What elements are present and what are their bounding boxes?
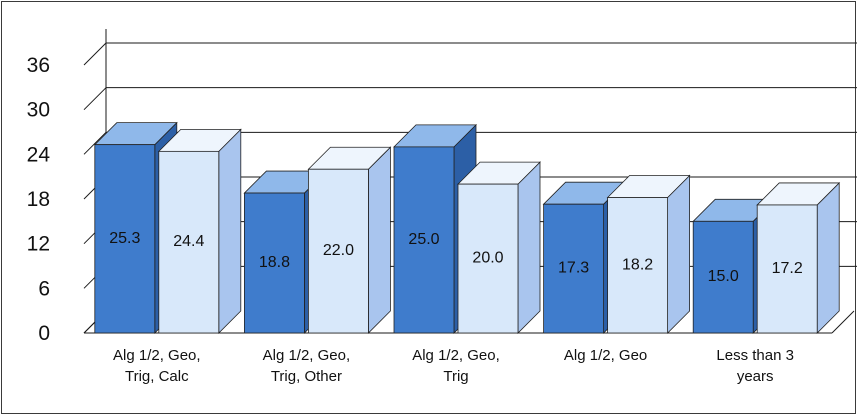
y-tick bbox=[83, 131, 107, 155]
bar-series1-3 bbox=[543, 203, 604, 334]
data-label: 24.4 bbox=[173, 233, 204, 250]
x-category-label: Trig bbox=[443, 368, 468, 385]
bar-side bbox=[667, 174, 690, 334]
data-label: 17.2 bbox=[772, 260, 803, 277]
data-label: 17.3 bbox=[558, 260, 589, 277]
bar-series2-0 bbox=[158, 150, 220, 334]
floor-right-edge bbox=[831, 310, 855, 334]
bar-side bbox=[517, 161, 541, 334]
bar-series1-4 bbox=[692, 220, 754, 334]
bars-layer bbox=[93, 121, 841, 334]
x-category-label: Alg 1/2, Geo, bbox=[113, 347, 201, 364]
x-category-label: Alg 1/2, Geo, bbox=[412, 347, 500, 364]
y-tick-label: 0 bbox=[38, 322, 50, 345]
y-tick-label: 6 bbox=[38, 277, 50, 300]
y-tick-label: 30 bbox=[27, 99, 50, 122]
y-tick-label: 18 bbox=[27, 188, 50, 211]
x-category-label: years bbox=[737, 368, 774, 385]
y-tick-label: 12 bbox=[27, 233, 50, 256]
bar-series2-2 bbox=[457, 183, 519, 334]
x-category-label: Less than 3 bbox=[716, 347, 794, 364]
x-category-label: Alg 1/2, Geo, bbox=[263, 347, 351, 364]
bar-series2-4 bbox=[756, 204, 818, 334]
bar-side bbox=[816, 181, 840, 334]
bar-series2-3 bbox=[607, 197, 668, 334]
y-tick-label: 36 bbox=[27, 54, 50, 77]
bar-series1-1 bbox=[243, 192, 305, 334]
bar-side bbox=[367, 146, 391, 334]
bar-side bbox=[218, 128, 242, 334]
y-tick-label: 24 bbox=[27, 143, 51, 166]
data-label: 22.0 bbox=[323, 242, 354, 259]
x-category-label: Trig, Calc bbox=[125, 368, 189, 385]
data-label: 25.0 bbox=[408, 231, 439, 248]
data-label: 15.0 bbox=[708, 268, 739, 285]
data-label: 20.0 bbox=[472, 250, 503, 267]
bar-series1-2 bbox=[393, 146, 455, 334]
x-category-label: Trig, Other bbox=[271, 368, 342, 385]
bar-series2-1 bbox=[307, 168, 369, 334]
x-category-label: Alg 1/2, Geo bbox=[564, 347, 647, 364]
y-tick bbox=[83, 87, 107, 111]
data-label: 25.3 bbox=[109, 230, 140, 247]
labels-layer: 0 6 12 18 24 30 36 25.3 24.4 Alg 1/2, Geo, Trig, C… bbox=[27, 54, 803, 385]
data-label: 18.2 bbox=[622, 256, 653, 273]
y-tick bbox=[83, 42, 107, 66]
data-label: 18.8 bbox=[259, 254, 290, 271]
bar-series1-0 bbox=[94, 144, 156, 334]
